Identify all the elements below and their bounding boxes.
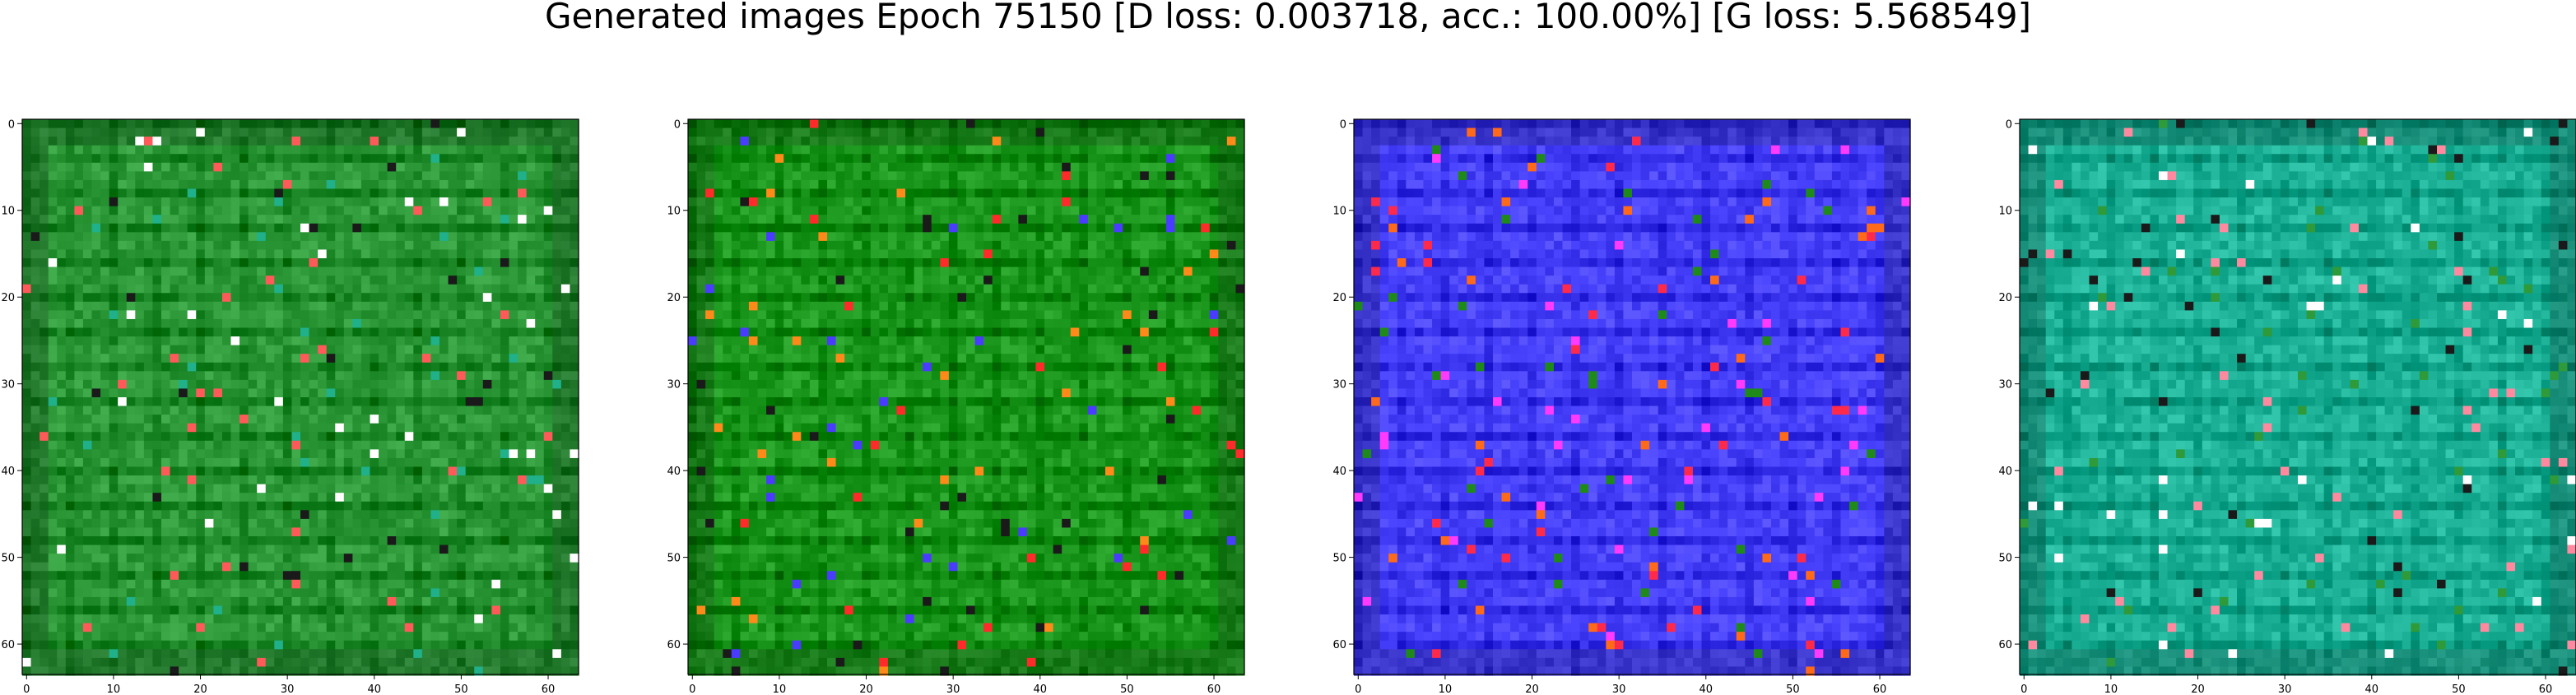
x-tick-label: 20 bbox=[1525, 683, 1539, 695]
y-tick-label: 30 bbox=[1998, 379, 2012, 392]
x-tick-label: 50 bbox=[454, 683, 468, 695]
x-tick-label: 60 bbox=[2539, 683, 2553, 695]
axes-frame bbox=[687, 118, 1245, 675]
x-tick-label: 0 bbox=[689, 683, 695, 695]
x-tick-label: 10 bbox=[2104, 683, 2118, 695]
y-tick-label: 50 bbox=[1, 553, 15, 565]
x-tick-label: 50 bbox=[2452, 683, 2466, 695]
x-tick-label: 30 bbox=[946, 683, 960, 695]
y-tick-label: 30 bbox=[667, 379, 681, 392]
image-pixels bbox=[22, 119, 579, 676]
x-tick-label: 20 bbox=[193, 683, 207, 695]
y-tick-label: 30 bbox=[1332, 379, 1346, 392]
y-tick-label: 0 bbox=[1340, 118, 1346, 131]
y-tick-label: 0 bbox=[8, 118, 15, 131]
y-tick-label: 0 bbox=[674, 118, 681, 131]
image-pixels bbox=[1354, 119, 1911, 676]
x-tick-label: 50 bbox=[1786, 683, 1800, 695]
y-tick-label: 10 bbox=[1332, 206, 1346, 218]
x-tick-label: 50 bbox=[1120, 683, 1134, 695]
x-tick-label: 30 bbox=[281, 683, 295, 695]
y-tick-label: 10 bbox=[1998, 206, 2012, 218]
subplot-4: 0 10 20 30 40 50 60 0 10 20 30 40 50 60 bbox=[1998, 118, 2576, 695]
y-tick-label: 20 bbox=[1332, 292, 1346, 304]
x-tick-label: 10 bbox=[1439, 683, 1453, 695]
y-tick-label: 10 bbox=[667, 206, 681, 218]
y-tick-label: 30 bbox=[1, 379, 15, 392]
y-tick-label: 50 bbox=[1998, 553, 2012, 565]
y-tick-label: 60 bbox=[667, 639, 681, 651]
y-tick-label: 60 bbox=[1998, 639, 2012, 651]
y-tick-label: 0 bbox=[2006, 118, 2012, 131]
subplot-2: 0 10 20 30 40 50 60 0 10 20 30 40 50 60 bbox=[667, 118, 1245, 695]
x-tick-label: 40 bbox=[368, 683, 382, 695]
x-tick-label: 10 bbox=[773, 683, 787, 695]
axes-frame bbox=[2019, 118, 2576, 675]
x-tick-label: 10 bbox=[107, 683, 121, 695]
image-pixels bbox=[2020, 119, 2576, 676]
image-pixels bbox=[688, 119, 1245, 676]
y-tick-label: 60 bbox=[1, 639, 15, 651]
x-tick-label: 40 bbox=[2365, 683, 2379, 695]
figure-suptitle: Generated images Epoch 75150 [D loss: 0.… bbox=[544, 0, 2032, 36]
y-tick-label: 20 bbox=[667, 292, 681, 304]
subplot-2-plot: 0 10 20 30 40 50 60 0 10 20 30 40 50 60 bbox=[667, 118, 1245, 695]
x-tick-label: 30 bbox=[1612, 683, 1626, 695]
y-tick-label: 60 bbox=[1332, 639, 1346, 651]
y-tick-label: 40 bbox=[1, 466, 15, 478]
x-tick-label: 0 bbox=[23, 683, 30, 695]
subplot-4-plot: 0 10 20 30 40 50 60 0 10 20 30 40 50 60 bbox=[1998, 118, 2576, 695]
y-tick-label: 50 bbox=[667, 553, 681, 565]
y-tick-label: 10 bbox=[1, 206, 15, 218]
y-tick-label: 40 bbox=[1998, 466, 2012, 478]
y-tick-label: 50 bbox=[1332, 553, 1346, 565]
x-tick-label: 20 bbox=[2191, 683, 2205, 695]
y-tick-label: 20 bbox=[1, 292, 15, 304]
x-tick-label: 60 bbox=[1873, 683, 1887, 695]
x-tick-label: 40 bbox=[1700, 683, 1713, 695]
x-tick-label: 20 bbox=[859, 683, 873, 695]
y-tick-label: 40 bbox=[667, 466, 681, 478]
x-tick-label: 40 bbox=[1034, 683, 1048, 695]
y-tick-label: 40 bbox=[1332, 466, 1346, 478]
axes-frame bbox=[1353, 118, 1911, 675]
subplot-1: 0 10 20 30 40 50 60 0 10 20 30 40 50 60 bbox=[1, 118, 579, 695]
x-tick-label: 60 bbox=[542, 683, 556, 695]
x-tick-label: 0 bbox=[2020, 683, 2027, 695]
axes-frame bbox=[21, 118, 579, 675]
y-tick-label: 20 bbox=[1998, 292, 2012, 304]
x-tick-label: 60 bbox=[1207, 683, 1221, 695]
subplot-3: 0 10 20 30 40 50 60 0 10 20 30 40 50 60 bbox=[1332, 118, 1911, 695]
x-tick-label: 0 bbox=[1355, 683, 1361, 695]
subplot-1-plot: 0 10 20 30 40 50 60 0 10 20 30 40 50 60 bbox=[1, 118, 579, 695]
x-tick-label: 30 bbox=[2278, 683, 2292, 695]
subplot-3-plot: 0 10 20 30 40 50 60 0 10 20 30 40 50 60 bbox=[1332, 118, 1911, 695]
